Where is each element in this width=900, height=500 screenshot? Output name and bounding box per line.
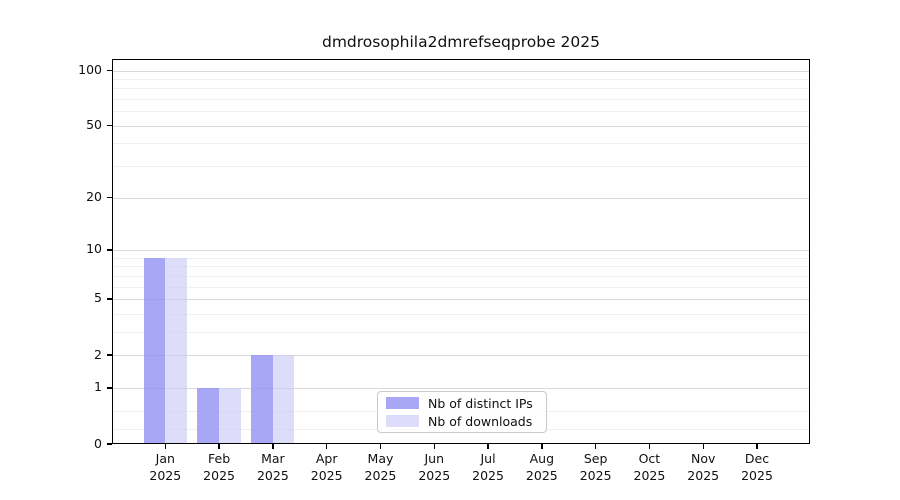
y-tick-label: 50: [86, 117, 102, 133]
x-tick-month: Jul: [480, 451, 496, 466]
x-tick-month: May: [367, 451, 394, 466]
x-axis-tick: [218, 444, 220, 449]
y-axis-tick: [106, 387, 112, 389]
legend-swatch-downloads: [386, 415, 419, 427]
y-axis-tick: [106, 443, 112, 445]
legend-item-distinct-ips: Nb of distinct IPs: [386, 396, 538, 411]
x-tick-label: Mar 2025: [241, 451, 305, 484]
gridline-minor: [112, 78, 810, 80]
x-tick-label: Aug 2025: [510, 451, 574, 484]
x-tick-month: Dec: [744, 451, 770, 466]
x-axis-tick: [648, 444, 651, 449]
bar-downloads-mar: [272, 355, 295, 444]
y-tick-label: 100: [78, 62, 102, 77]
gridline-major: [112, 197, 810, 199]
x-tick-label: Oct 2025: [617, 451, 681, 484]
x-tick-label: Dec 2025: [725, 451, 789, 484]
gridline-minor: [112, 166, 810, 168]
gridline-minor: [112, 313, 810, 315]
legend-swatch-distinct-ips: [386, 397, 419, 409]
chart-title: dmdrosophila2dmrefseqprobe 2025: [321, 33, 600, 51]
x-tick-year: 2025: [418, 467, 451, 483]
x-axis-tick: [702, 444, 704, 449]
x-tick-month: Sep: [583, 451, 608, 466]
y-tick-label: 10: [86, 241, 102, 257]
x-axis-tick: [756, 444, 758, 449]
y-tick-label: 1: [94, 379, 102, 395]
x-tick-year: 2025: [472, 467, 504, 483]
legend-label-downloads: Nb of downloads: [428, 413, 533, 429]
plot-area: [112, 59, 810, 444]
gridline-minor: [112, 286, 810, 288]
x-tick-year: 2025: [687, 467, 720, 483]
gridline-minor: [112, 266, 810, 268]
x-tick-month: Apr: [315, 451, 338, 466]
y-axis-tick: [106, 298, 112, 300]
x-axis-tick: [433, 444, 435, 449]
x-axis-tick: [325, 444, 328, 449]
y-axis-tick: [106, 196, 112, 199]
gridline-major: [112, 70, 810, 72]
x-axis-tick: [164, 444, 166, 449]
x-tick-year: 2025: [310, 467, 343, 483]
gridline-minor: [112, 99, 810, 101]
y-axis-tick: [106, 69, 112, 72]
x-tick-month: Feb: [208, 451, 231, 466]
legend: Nb of distinct IPs Nb of downloads: [377, 391, 547, 433]
x-tick-label: Nov 2025: [671, 451, 735, 484]
x-axis-tick: [379, 444, 382, 449]
x-tick-label: Sep 2025: [564, 451, 628, 484]
gridline-minor: [112, 143, 810, 145]
y-tick-label: 5: [94, 290, 102, 306]
x-tick-label: Feb 2025: [187, 451, 251, 484]
gridline-minor: [112, 275, 810, 277]
x-tick-label: Apr 2025: [295, 451, 359, 484]
y-axis-tick: [106, 125, 112, 127]
x-tick-label: Jan 2025: [133, 451, 197, 484]
gridline-minor: [112, 111, 810, 113]
x-tick-month: Nov: [691, 451, 716, 466]
y-axis-tick: [106, 354, 112, 356]
gridline-major: [112, 125, 810, 127]
gridline-major: [112, 298, 810, 300]
x-tick-label: Jun 2025: [402, 451, 466, 484]
gridline-major: [112, 387, 810, 389]
x-tick-year: 2025: [633, 467, 666, 483]
x-tick-month: Jun: [424, 451, 445, 466]
x-axis-tick: [541, 444, 543, 449]
x-tick-year: 2025: [579, 467, 612, 483]
y-tick-label: 2: [94, 346, 102, 362]
legend-item-downloads: Nb of downloads: [386, 414, 538, 429]
x-tick-month: Jan: [155, 451, 175, 466]
x-axis-tick: [487, 444, 489, 449]
x-tick-year: 2025: [203, 467, 235, 483]
x-axis-tick: [272, 444, 274, 449]
x-tick-year: 2025: [256, 467, 289, 483]
x-tick-label: Jul 2025: [456, 451, 520, 484]
gridline-major: [112, 355, 810, 357]
x-tick-month: Mar: [261, 451, 285, 466]
gridline-minor: [112, 257, 810, 259]
x-tick-label: May 2025: [348, 451, 412, 484]
x-tick-year: 2025: [741, 467, 773, 483]
x-tick-year: 2025: [364, 467, 397, 483]
bar-distinct-ips-feb: [197, 387, 220, 444]
bar-distinct-ips-mar: [251, 355, 273, 444]
legend-label-distinct-ips: Nb of distinct IPs: [428, 395, 533, 411]
gridline-major: [112, 249, 810, 251]
x-tick-month: Aug: [529, 451, 555, 466]
bar-downloads-jan: [165, 257, 187, 444]
x-axis-tick: [594, 444, 597, 449]
x-tick-year: 2025: [149, 467, 182, 483]
y-tick-label: 0: [94, 435, 102, 451]
bar-downloads-feb: [219, 387, 241, 444]
bar-distinct-ips-jan: [143, 257, 166, 444]
x-tick-year: 2025: [525, 467, 558, 483]
gridline-minor: [112, 331, 810, 333]
y-tick-label: 20: [86, 189, 102, 205]
x-tick-month: Oct: [638, 451, 661, 466]
gridline-minor: [112, 88, 810, 90]
y-axis-tick: [106, 249, 112, 251]
